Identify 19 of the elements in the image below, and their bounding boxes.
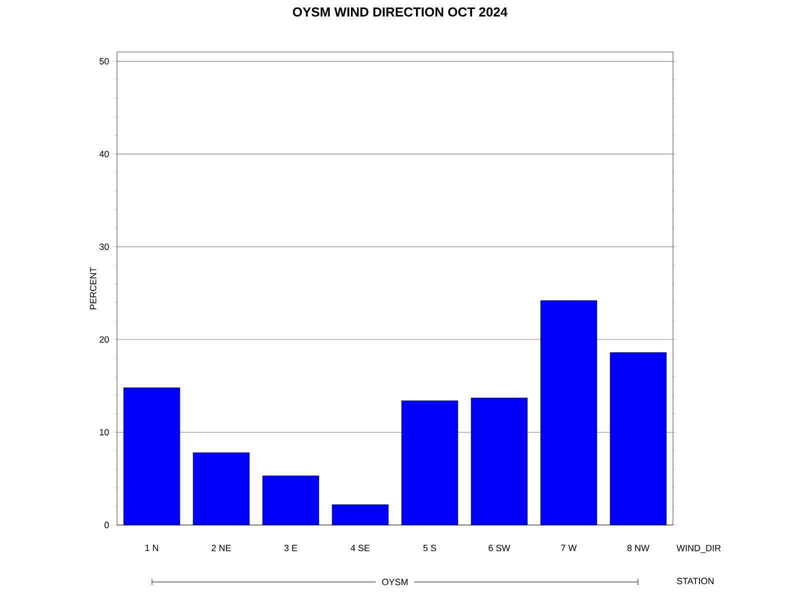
- y-tick-label: 10: [100, 429, 109, 436]
- text: STATION: [676, 578, 714, 584]
- y-tick-label: 0: [104, 522, 109, 528]
- text: OYSM: [382, 578, 408, 586]
- y-tick-label: 30: [100, 244, 109, 250]
- x-axis-title: WIND_DIR: [676, 545, 721, 553]
- chart-title: OYSM WIND DIRECTION OCT 2024: [292, 7, 508, 17]
- x-tick-label: 5 S: [423, 544, 436, 552]
- x-tick-label: 8 NW: [627, 544, 650, 552]
- x-tick-label: 7 W: [561, 544, 577, 551]
- x-tick-label: 3 E: [284, 544, 298, 552]
- y-tick-label: 40: [99, 150, 109, 158]
- x-tick-label: 6 SW: [488, 544, 510, 552]
- x-tick-label: 2 NE: [212, 544, 231, 552]
- y-axis-title: PERCENT: [90, 267, 96, 310]
- x-tick-label: 1 N: [145, 544, 158, 551]
- x-tick-label: 4 SE: [350, 544, 370, 552]
- y-tick-label: 50: [100, 58, 109, 64]
- y-tick-label: 20: [100, 336, 109, 343]
